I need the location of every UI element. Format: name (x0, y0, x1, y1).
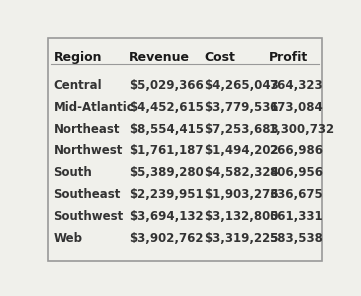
Text: $1,761,187: $1,761,187 (129, 144, 204, 157)
Text: $4,582,324: $4,582,324 (205, 166, 279, 179)
Text: $5,029,366: $5,029,366 (129, 79, 204, 92)
Text: 764,323: 764,323 (269, 79, 323, 92)
Text: Profit: Profit (269, 52, 308, 65)
Text: 583,538: 583,538 (269, 232, 323, 245)
Text: Web: Web (53, 232, 83, 245)
Text: Revenue: Revenue (129, 52, 190, 65)
Text: $3,319,225: $3,319,225 (205, 232, 279, 245)
Text: 806,956: 806,956 (269, 166, 323, 179)
Text: Southeast: Southeast (53, 188, 121, 201)
Text: 673,084: 673,084 (269, 101, 323, 114)
Text: $8,554,415: $8,554,415 (129, 123, 204, 136)
Text: Central: Central (53, 79, 102, 92)
Text: $2,239,951: $2,239,951 (129, 188, 204, 201)
Text: $1,903,276: $1,903,276 (205, 188, 279, 201)
Text: Cost: Cost (205, 52, 235, 65)
Text: $4,265,043: $4,265,043 (205, 79, 279, 92)
Text: Region: Region (53, 52, 102, 65)
Text: 1,300,732: 1,300,732 (269, 123, 335, 136)
Text: $3,132,800: $3,132,800 (205, 210, 279, 223)
Text: 336,675: 336,675 (269, 188, 323, 201)
Text: South: South (53, 166, 92, 179)
Text: $3,779,531: $3,779,531 (205, 101, 279, 114)
Text: Northwest: Northwest (53, 144, 123, 157)
Text: 561,331: 561,331 (269, 210, 323, 223)
Text: $1,494,202: $1,494,202 (205, 144, 279, 157)
Text: 266,986: 266,986 (269, 144, 323, 157)
Text: $5,389,280: $5,389,280 (129, 166, 204, 179)
Text: $3,902,762: $3,902,762 (129, 232, 204, 245)
Text: Southwest: Southwest (53, 210, 124, 223)
Text: Mid-Atlantic: Mid-Atlantic (53, 101, 134, 114)
Text: $4,452,615: $4,452,615 (129, 101, 204, 114)
Text: $7,253,683: $7,253,683 (205, 123, 279, 136)
Text: Northeast: Northeast (53, 123, 120, 136)
Text: $3,694,132: $3,694,132 (129, 210, 204, 223)
FancyBboxPatch shape (48, 38, 322, 261)
